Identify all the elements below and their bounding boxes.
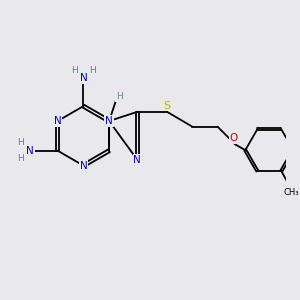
Text: N: N: [105, 116, 113, 126]
Text: CH₃: CH₃: [284, 188, 299, 197]
Text: H: H: [71, 66, 78, 75]
Text: N: N: [26, 146, 34, 156]
Text: N: N: [134, 155, 141, 165]
Text: O: O: [230, 133, 238, 143]
Text: H: H: [17, 154, 23, 163]
Text: H: H: [89, 66, 96, 75]
Text: N: N: [54, 116, 61, 126]
Text: H: H: [17, 138, 23, 147]
Text: H: H: [116, 92, 122, 101]
Text: S: S: [164, 100, 171, 111]
Text: N: N: [80, 160, 87, 171]
Text: N: N: [80, 74, 87, 83]
